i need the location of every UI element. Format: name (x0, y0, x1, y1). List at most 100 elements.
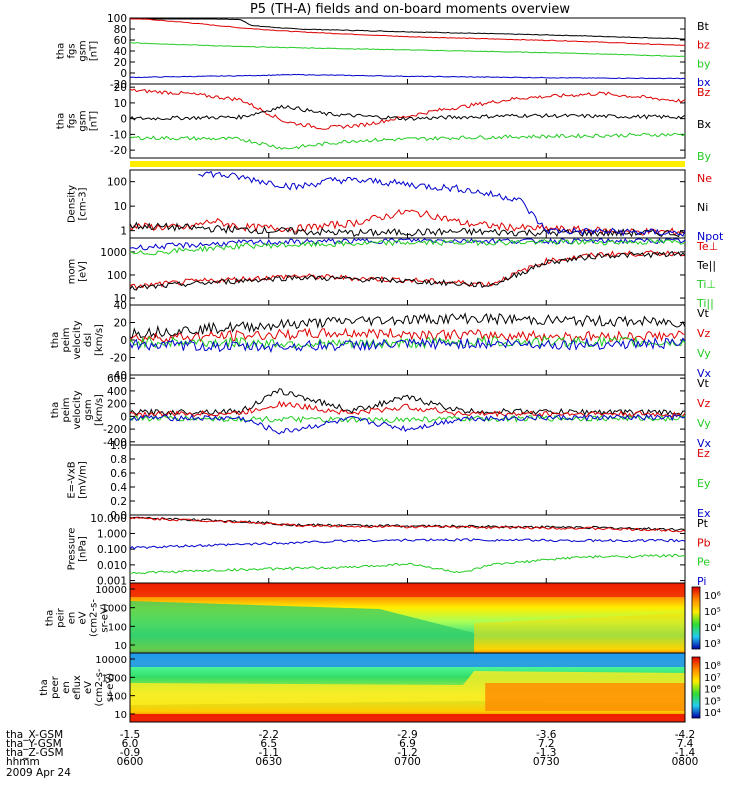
legend-entry: Pi (697, 575, 706, 588)
ytick-label: 10000 (95, 585, 127, 596)
panel-7: E=-VxB [mV/m] 1.0 0.8 0.6 0.4 0.2 0.0 Ez Ey Ex (67, 440, 711, 522)
series-line-By (129, 132, 686, 150)
colorbar-label: 10⁸ (704, 661, 721, 672)
axis-tick-label: 0600 (117, 756, 144, 768)
spectrogram-ion-top-band (130, 583, 685, 597)
legend-entry: Vz (697, 327, 711, 340)
panel-2-ylabel: [nT] (89, 111, 100, 131)
panel-10: tha peer en eflux eV (cm2-s-sr-eV) 10000 1000 10… (39, 652, 721, 723)
series-line-Vx (129, 336, 686, 354)
plot-title: P5 (TH-A) fields and on-board moments ov… (250, 2, 570, 17)
legend-entry: Vz (697, 397, 711, 410)
panel-8-ylabel: [nPa] (78, 536, 89, 562)
panel-10-ylabel: sr-eV) (105, 673, 116, 702)
axis-tick-label: -1.5 (120, 729, 141, 741)
axis-tick-label: 0800 (672, 756, 699, 768)
colorbar-label: 10⁶ (704, 591, 721, 602)
ytick-label: 1000 (102, 673, 127, 684)
panel-frame (129, 169, 686, 239)
ytick-label: 400 (107, 386, 127, 398)
legend-entry: Vx (697, 437, 712, 450)
panel-9-ylabel: en (67, 612, 78, 625)
axis-tick-label: -2.2 (259, 729, 280, 741)
panel-8-ylabel: Pressure (67, 528, 78, 571)
panel-10-ylabel: tha (39, 679, 50, 695)
legend-entry: Ti|| (696, 297, 714, 310)
panel-frame (129, 83, 686, 159)
ytick-label: -20 (110, 79, 127, 91)
series-line-Vt (129, 312, 686, 339)
axis-row-label: tha_Y-GSM (6, 738, 62, 750)
panel-3-ylabel: Density (67, 185, 78, 223)
axis-tick-label: -1.1 (259, 747, 280, 759)
ytick-label: 10.000 (90, 513, 127, 525)
ytick-label: 20 (114, 318, 127, 330)
ytick-label: 10 (114, 641, 127, 652)
ytick-label: 100 (107, 13, 127, 25)
panel-10-ylabel: (cm2-s- (94, 668, 105, 706)
legend-entry: bx (697, 76, 711, 89)
series-line-Te|| (129, 250, 686, 291)
spectrogram-electron-top-band (130, 653, 685, 667)
legend-entry: Bz (697, 86, 711, 99)
panel-5-ylabel: peim (61, 327, 72, 352)
series-line-Pi (129, 538, 686, 550)
ytick-label: 20 (114, 57, 127, 69)
ytick-label: 1 (120, 226, 127, 238)
axis-tick-label: -3.6 (536, 729, 557, 741)
legend-entry: Vx (697, 367, 712, 380)
legend-entry: Ex (697, 507, 711, 520)
ytick-label: 0.100 (97, 544, 127, 556)
legend-entry: By (697, 150, 712, 163)
legend-entry: Ni (697, 201, 708, 214)
panel-6-ylabel: tha (50, 402, 61, 418)
series-line-Ti⊥ (129, 237, 686, 251)
colorbar-label: 10⁴ (704, 708, 721, 719)
axis-tick-label: 0630 (255, 756, 282, 768)
spectrogram-ion-late-band (474, 613, 685, 653)
ytick-label: 0.001 (97, 576, 127, 588)
panel-7-ylabel: [mV/m] (78, 461, 89, 499)
legend-entry: Vy (697, 347, 711, 360)
ytick-label: 1.000 (97, 528, 127, 540)
axis-tick-label: -4.2 (675, 729, 696, 741)
ytick-label: 0 (120, 68, 127, 80)
ytick-label: 20 (114, 82, 127, 94)
ytick-label: 0.2 (110, 496, 127, 508)
series-line-bz (130, 18, 686, 46)
colorbar (691, 656, 701, 719)
series-line-Bx (129, 104, 686, 121)
legend-entry: by (697, 57, 711, 70)
ytick-label: 0.010 (97, 560, 127, 572)
ytick-label: 0.0 (110, 510, 127, 522)
axis-row-label: tha_Z-GSM (6, 747, 64, 759)
series-line-Npot (198, 170, 686, 237)
panel-5-ylabel: dsl (83, 333, 94, 347)
panel-4: mom [eV] 1000 100 10 Te⊥ Te|| Ti⊥ Ti|| (67, 237, 718, 310)
spectrogram-ion-low-band (130, 601, 475, 653)
panel-1-ylabel: gsm (78, 40, 89, 61)
series-line-Vx (129, 413, 686, 435)
ytick-label: 40 (114, 300, 127, 312)
panel-5-ylabel: velocity (72, 320, 83, 359)
axis-tick-label: 6.5 (260, 738, 277, 750)
ytick-label: 60 (114, 35, 127, 47)
series-line-Vz (129, 400, 686, 419)
ytick-label: -20 (110, 145, 127, 157)
panel-3-ylabel: [cm-3] (78, 187, 89, 220)
panel-2-ylabel: gsm (78, 110, 89, 131)
panel-9-ylabel: peir (56, 607, 67, 627)
ytick-label: -40 (110, 370, 127, 382)
legend-entry: Npot (697, 230, 724, 243)
axis-row-label: hhmm (6, 756, 40, 768)
series-line-by (129, 42, 686, 58)
axis-tick-label: -1.2 (397, 747, 418, 759)
ytick-label: -10 (110, 129, 127, 141)
legend-entry: Vy (697, 417, 711, 430)
panel-2: tha fgs gsm [nT] 20 10 0 -10 -20 Bz Bx By (56, 82, 712, 163)
axis-tick-label: 7.2 (538, 738, 555, 750)
date-label: 2009 Apr 24 (6, 767, 71, 779)
legend-entry: Pe (697, 556, 710, 569)
